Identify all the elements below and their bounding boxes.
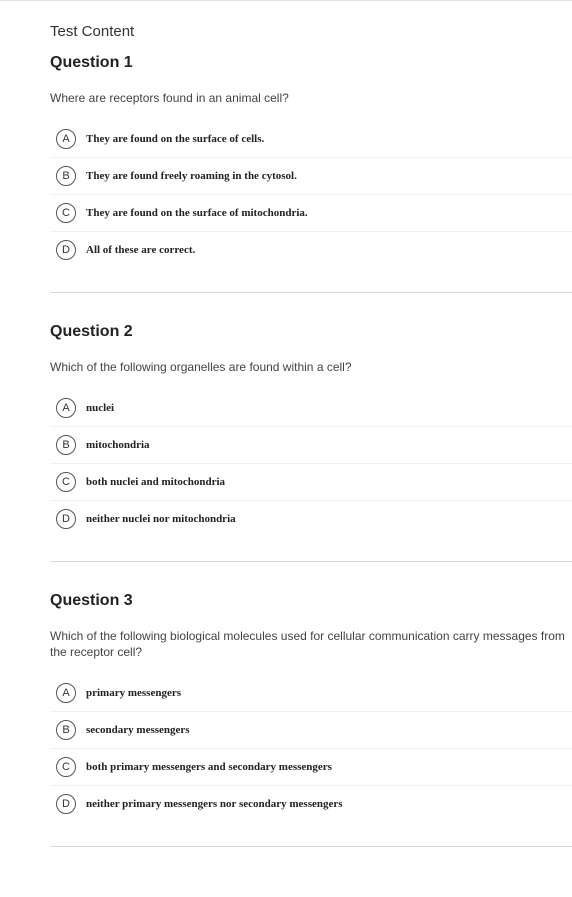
option-row-b[interactable]: B They are found freely roaming in the c…	[50, 158, 572, 195]
option-letter-circle: D	[56, 240, 76, 260]
option-text: mitochondria	[86, 439, 150, 451]
option-letter-circle: C	[56, 203, 76, 223]
question-block-1: Question 1 Where are receptors found in …	[50, 54, 572, 293]
page-title: Test Content	[50, 23, 572, 40]
option-text: They are found freely roaming in the cyt…	[86, 170, 297, 182]
option-letter-circle: B	[56, 720, 76, 740]
option-text: both nuclei and mitochondria	[86, 476, 225, 488]
section-divider	[50, 292, 572, 293]
option-text: both primary messengers and secondary me…	[86, 761, 332, 773]
option-row-d[interactable]: D neither primary messengers nor seconda…	[50, 786, 572, 822]
question-block-2: Question 2 Which of the following organe…	[50, 323, 572, 562]
option-text: neither nuclei nor mitochondria	[86, 513, 236, 525]
option-letter-circle: B	[56, 435, 76, 455]
option-letter-circle: D	[56, 509, 76, 529]
option-row-c[interactable]: C both primary messengers and secondary …	[50, 749, 572, 786]
option-row-a[interactable]: A primary messengers	[50, 675, 572, 712]
option-row-b[interactable]: B mitochondria	[50, 427, 572, 464]
option-text: secondary messengers	[86, 724, 190, 736]
options-list: A They are found on the surface of cells…	[50, 121, 572, 268]
option-letter-circle: D	[56, 794, 76, 814]
question-block-3: Question 3 Which of the following biolog…	[50, 592, 572, 848]
option-text: All of these are correct.	[86, 244, 195, 256]
option-text: neither primary messengers nor secondary…	[86, 798, 343, 810]
option-row-c[interactable]: C They are found on the surface of mitoc…	[50, 195, 572, 232]
option-letter-circle: C	[56, 757, 76, 777]
option-text: They are found on the surface of mitocho…	[86, 207, 308, 219]
option-text: They are found on the surface of cells.	[86, 133, 264, 145]
option-row-b[interactable]: B secondary messengers	[50, 712, 572, 749]
option-row-a[interactable]: A They are found on the surface of cells…	[50, 121, 572, 158]
options-list: A primary messengers B secondary messeng…	[50, 675, 572, 822]
option-text: nuclei	[86, 402, 114, 414]
section-divider	[50, 561, 572, 562]
question-prompt: Which of the following biological molecu…	[50, 628, 572, 662]
section-divider	[50, 846, 572, 847]
options-list: A nuclei B mitochondria C both nuclei an…	[50, 390, 572, 537]
question-title: Question 1	[50, 54, 572, 72]
option-letter-circle: A	[56, 129, 76, 149]
test-content-page: Test Content Question 1 Where are recept…	[0, 0, 572, 897]
option-letter-circle: B	[56, 166, 76, 186]
option-letter-circle: C	[56, 472, 76, 492]
option-row-a[interactable]: A nuclei	[50, 390, 572, 427]
option-letter-circle: A	[56, 683, 76, 703]
option-row-c[interactable]: C both nuclei and mitochondria	[50, 464, 572, 501]
option-text: primary messengers	[86, 687, 181, 699]
option-row-d[interactable]: D neither nuclei nor mitochondria	[50, 501, 572, 537]
option-letter-circle: A	[56, 398, 76, 418]
option-row-d[interactable]: D All of these are correct.	[50, 232, 572, 268]
question-title: Question 3	[50, 592, 572, 610]
question-prompt: Which of the following organelles are fo…	[50, 359, 572, 376]
question-title: Question 2	[50, 323, 572, 341]
question-prompt: Where are receptors found in an animal c…	[50, 90, 572, 107]
